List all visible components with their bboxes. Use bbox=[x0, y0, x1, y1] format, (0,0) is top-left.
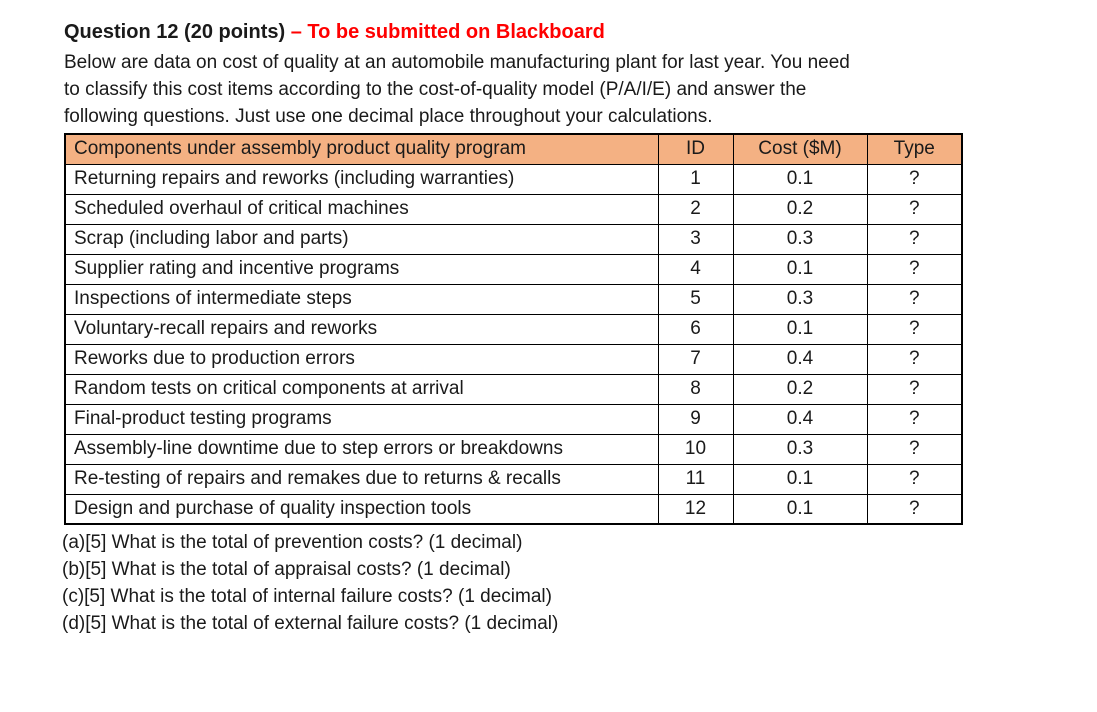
cell-id: 10 bbox=[657, 433, 734, 465]
cell-id: 4 bbox=[657, 253, 734, 285]
question-line-d: (d)[5] What is the total of external fai… bbox=[62, 613, 559, 634]
cell-cost: 0.1 bbox=[732, 163, 868, 195]
cell-type: ? bbox=[866, 433, 963, 465]
table-row: Re-testing of repairs and remakes due to… bbox=[64, 463, 963, 495]
table-row: Reworks due to production errors 7 0.4 ? bbox=[64, 343, 963, 375]
table-row: Scheduled overhaul of critical machines … bbox=[64, 193, 963, 225]
table-row: Voluntary-recall repairs and reworks 6 0… bbox=[64, 313, 963, 345]
cell-component: Scheduled overhaul of critical machines bbox=[64, 193, 659, 225]
cell-id: 6 bbox=[657, 313, 734, 345]
cell-component: Scrap (including labor and parts) bbox=[64, 223, 659, 255]
sub-questions-list: (a)[5] What is the total of prevention c… bbox=[62, 529, 1064, 637]
cell-type: ? bbox=[866, 253, 963, 285]
cell-component: Supplier rating and incentive programs bbox=[64, 253, 659, 285]
cell-id: 5 bbox=[657, 283, 734, 315]
cell-cost: 0.4 bbox=[732, 343, 868, 375]
question-title-black: Question 12 (20 points) bbox=[64, 21, 291, 43]
cell-type: ? bbox=[866, 163, 963, 195]
header-cell-component: Components under assembly product qualit… bbox=[64, 133, 659, 165]
cell-id: 12 bbox=[657, 493, 734, 525]
document: Question 12 (20 points) – To be submitte… bbox=[62, 18, 1064, 637]
cell-type: ? bbox=[866, 223, 963, 255]
cell-id: 11 bbox=[657, 463, 734, 495]
cell-type: ? bbox=[866, 283, 963, 315]
cell-type: ? bbox=[866, 493, 963, 525]
header-cell-id: ID bbox=[657, 133, 734, 165]
cell-component: Design and purchase of quality inspectio… bbox=[64, 493, 659, 525]
cost-of-quality-table: Components under assembly product qualit… bbox=[64, 133, 963, 525]
table-row: Supplier rating and incentive programs 4… bbox=[64, 253, 963, 285]
cell-id: 3 bbox=[657, 223, 734, 255]
cell-type: ? bbox=[866, 403, 963, 435]
cell-id: 2 bbox=[657, 193, 734, 225]
intro-line: Below are data on cost of quality at an … bbox=[64, 52, 850, 73]
cell-id: 7 bbox=[657, 343, 734, 375]
cell-type: ? bbox=[866, 193, 963, 225]
cell-cost: 0.1 bbox=[732, 313, 868, 345]
table-row: Assembly-line downtime due to step error… bbox=[64, 433, 963, 465]
cell-cost: 0.1 bbox=[732, 463, 868, 495]
cell-component: Returning repairs and reworks (including… bbox=[64, 163, 659, 195]
table-row: Returning repairs and reworks (including… bbox=[64, 163, 963, 195]
table-row: Random tests on critical components at a… bbox=[64, 373, 963, 405]
cell-component: Voluntary-recall repairs and reworks bbox=[64, 313, 659, 345]
cell-cost: 0.3 bbox=[732, 283, 868, 315]
cell-cost: 0.3 bbox=[732, 223, 868, 255]
cell-component: Inspections of intermediate steps bbox=[64, 283, 659, 315]
cell-component: Assembly-line downtime due to step error… bbox=[64, 433, 659, 465]
cell-type: ? bbox=[866, 373, 963, 405]
table-row: Scrap (including labor and parts) 3 0.3 … bbox=[64, 223, 963, 255]
table-header-row: Components under assembly product qualit… bbox=[64, 133, 963, 165]
cell-cost: 0.2 bbox=[732, 373, 868, 405]
cell-cost: 0.4 bbox=[732, 403, 868, 435]
cell-cost: 0.3 bbox=[732, 433, 868, 465]
question-title-red: – To be submitted on Blackboard bbox=[290, 21, 605, 43]
cell-type: ? bbox=[866, 313, 963, 345]
header-cell-type: Type bbox=[866, 133, 963, 165]
cell-id: 9 bbox=[657, 403, 734, 435]
intro-paragraph: Below are data on cost of quality at an … bbox=[64, 49, 1064, 130]
intro-line: to classify this cost items according to… bbox=[64, 79, 807, 100]
cell-type: ? bbox=[866, 463, 963, 495]
cell-cost: 0.2 bbox=[732, 193, 868, 225]
intro-line: following questions. Just use one decima… bbox=[64, 106, 713, 127]
cell-id: 8 bbox=[657, 373, 734, 405]
header-cell-cost: Cost ($M) bbox=[732, 133, 868, 165]
question-line-a: (a)[5] What is the total of prevention c… bbox=[62, 532, 523, 553]
table-row: Inspections of intermediate steps 5 0.3 … bbox=[64, 283, 963, 315]
question-line-b: (b)[5] What is the total of appraisal co… bbox=[62, 559, 511, 580]
cell-type: ? bbox=[866, 343, 963, 375]
cell-component: Reworks due to production errors bbox=[64, 343, 659, 375]
question-line-c: (c)[5] What is the total of internal fai… bbox=[62, 586, 552, 607]
cell-component: Re-testing of repairs and remakes due to… bbox=[64, 463, 659, 495]
question-title: Question 12 (20 points) – To be submitte… bbox=[64, 18, 1064, 46]
cell-component: Final-product testing programs bbox=[64, 403, 659, 435]
cell-cost: 0.1 bbox=[732, 253, 868, 285]
cell-cost: 0.1 bbox=[732, 493, 868, 525]
cell-id: 1 bbox=[657, 163, 734, 195]
cell-component: Random tests on critical components at a… bbox=[64, 373, 659, 405]
table-row: Final-product testing programs 9 0.4 ? bbox=[64, 403, 963, 435]
table-row: Design and purchase of quality inspectio… bbox=[64, 493, 963, 525]
